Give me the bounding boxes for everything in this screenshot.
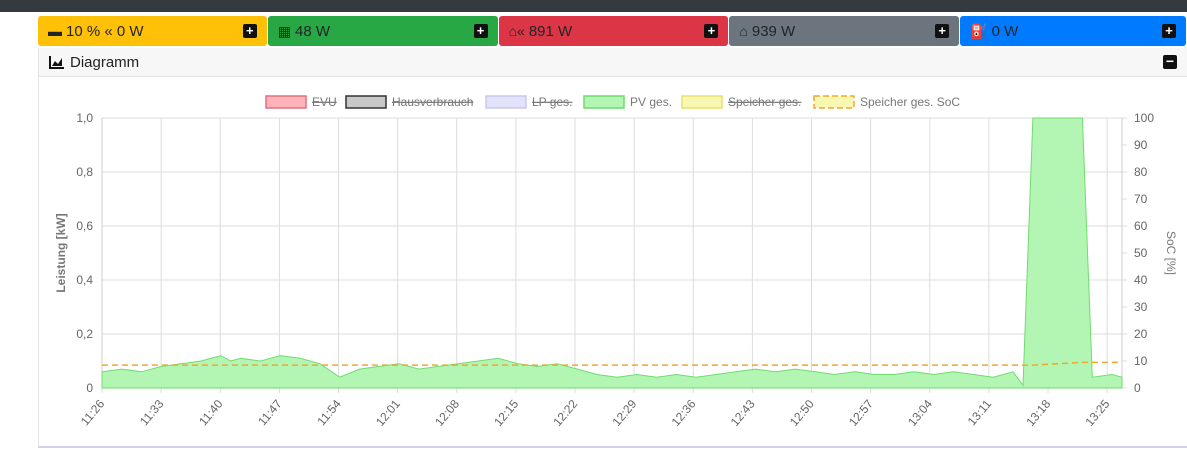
y-tick-label: 0,2 bbox=[76, 327, 93, 341]
pv-value: 48 W bbox=[295, 22, 331, 40]
y2-tick-label: 20 bbox=[1134, 327, 1148, 341]
soc-line bbox=[102, 361, 1122, 366]
y2-axis-title: SoC [%] bbox=[1164, 231, 1178, 275]
expand-icon[interactable]: + bbox=[242, 24, 257, 38]
y-tick-label: 0,8 bbox=[76, 165, 93, 179]
diagram-card: Diagramm − EVU Hausverbrauch LP ges. PV ges… bbox=[38, 48, 1187, 448]
x-tick-label: 12:01 bbox=[373, 397, 403, 429]
y2-tick-label: 100 bbox=[1134, 111, 1154, 125]
battery-tile[interactable]: ▬ 10 % « 0 W + bbox=[38, 16, 267, 46]
legend-label: Speicher ges. bbox=[728, 95, 801, 109]
top-navbar bbox=[0, 0, 1187, 12]
x-tick-label: 13:04 bbox=[905, 397, 935, 429]
legend-label: LP ges. bbox=[532, 95, 572, 109]
x-tick-label: 11:40 bbox=[196, 397, 226, 429]
house-tile[interactable]: ⌂ 939 W + bbox=[729, 16, 960, 46]
x-tick-label: 12:15 bbox=[491, 397, 521, 429]
home-icon: ⌂ bbox=[739, 23, 748, 39]
charging-station-icon: ⛽ bbox=[970, 22, 988, 39]
y2-tick-label: 90 bbox=[1134, 138, 1148, 152]
x-tick-label: 12:08 bbox=[432, 397, 462, 429]
legend-swatch bbox=[813, 95, 855, 109]
legend-label: PV ges. bbox=[630, 95, 672, 109]
grid-tile[interactable]: ⌂« 891 W + bbox=[498, 16, 729, 46]
legend-swatch bbox=[583, 95, 625, 109]
solar-panel-icon: ▦ bbox=[277, 22, 292, 39]
pv-area bbox=[101, 117, 1123, 389]
chart-area-icon bbox=[49, 56, 64, 69]
charge-value: 0 W bbox=[991, 22, 1019, 40]
x-tick-label: 12:29 bbox=[609, 397, 639, 429]
x-tick-label: 11:54 bbox=[314, 397, 344, 429]
collapse-icon[interactable]: − bbox=[1163, 54, 1177, 69]
x-tick-label: 12:50 bbox=[787, 397, 817, 429]
power-chart: EVU Hausverbrauch LP ges. PV ges. Speicher g… bbox=[54, 95, 1178, 429]
legend-label: EVU bbox=[312, 95, 337, 109]
legend-swatch bbox=[345, 95, 387, 109]
pv-tile[interactable]: ▦ 48 W + bbox=[267, 16, 498, 46]
car-battery-icon: ▬ bbox=[48, 23, 62, 39]
x-tick-label: 11:47 bbox=[255, 397, 285, 429]
legend-swatch bbox=[681, 95, 723, 109]
x-tick-label: 13:25 bbox=[1082, 397, 1112, 429]
expand-icon[interactable]: + bbox=[704, 24, 719, 38]
house-value: 939 W bbox=[751, 22, 796, 40]
x-tick-label: 12:43 bbox=[728, 397, 758, 429]
y2-tick-label: 60 bbox=[1134, 219, 1148, 233]
expand-icon[interactable]: + bbox=[1161, 24, 1176, 38]
x-tick-label: 12:36 bbox=[669, 397, 699, 429]
legend-label: Speicher ges. SoC bbox=[860, 95, 960, 109]
x-tick-label: 12:22 bbox=[550, 397, 580, 429]
y-tick-label: 0 bbox=[86, 381, 93, 395]
y2-tick-label: 10 bbox=[1134, 354, 1148, 368]
y-tick-label: 0,6 bbox=[76, 219, 93, 233]
card-title: Diagramm bbox=[70, 53, 140, 71]
x-tick-label: 13:18 bbox=[1023, 397, 1053, 429]
y2-tick-label: 70 bbox=[1134, 192, 1148, 206]
y2-tick-label: 30 bbox=[1134, 300, 1148, 314]
legend-swatch bbox=[485, 95, 527, 109]
x-tick-label: 11:26 bbox=[78, 397, 108, 429]
y2-tick-label: 50 bbox=[1134, 246, 1148, 260]
expand-icon[interactable]: + bbox=[473, 24, 488, 38]
home-grid-icon: ⌂« bbox=[508, 23, 525, 39]
y2-tick-label: 80 bbox=[1134, 165, 1148, 179]
y-tick-label: 0,4 bbox=[76, 273, 93, 287]
y2-tick-label: 40 bbox=[1134, 273, 1148, 287]
legend-label: Hausverbrauch bbox=[392, 95, 473, 109]
charge-tile[interactable]: ⛽ 0 W + bbox=[960, 16, 1186, 46]
x-tick-label: 13:11 bbox=[965, 397, 995, 429]
x-tick-label: 12:57 bbox=[846, 397, 876, 429]
grid-value: 891 W bbox=[528, 22, 573, 40]
y-axis-title: Leistung [kW] bbox=[54, 213, 68, 292]
expand-icon[interactable]: + bbox=[935, 24, 950, 38]
legend-swatch bbox=[265, 95, 307, 109]
x-tick-label: 11:33 bbox=[137, 397, 167, 429]
battery-value: 10 % « 0 W bbox=[66, 22, 144, 40]
y-tick-label: 1,0 bbox=[76, 111, 93, 125]
card-header[interactable]: Diagramm − bbox=[39, 48, 1187, 77]
y2-tick-label: 0 bbox=[1134, 381, 1141, 395]
status-tiles: ▬ 10 % « 0 W + ▦ 48 W + ⌂« 891 W + ⌂ 939… bbox=[38, 16, 1187, 46]
